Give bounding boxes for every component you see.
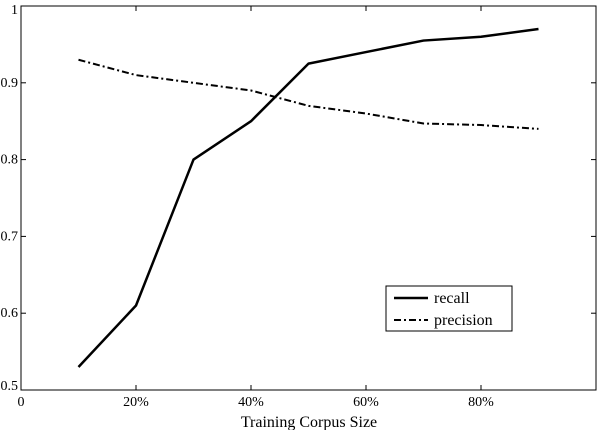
y-tick-label: 0.6 (1, 306, 19, 321)
plot-frame (20, 5, 597, 391)
legend: recall precision (385, 285, 513, 332)
series-line-recall (77, 27, 539, 368)
legend-box (385, 285, 513, 332)
y-tick-label: 0.7 (1, 229, 19, 244)
series-line-precision (78, 58, 539, 130)
series-layer (77, 27, 539, 368)
legend-label-recall: recall (434, 290, 470, 307)
y-tick-label: 0.9 (1, 76, 19, 91)
x-tick-label: 20% (123, 395, 149, 410)
legend-label-precision: precision (434, 312, 493, 329)
x-tick-label: 40% (238, 395, 264, 410)
x-tick-label: 60% (353, 395, 379, 410)
x-tick-label: 80% (468, 395, 494, 410)
y-tick-label: 0.5 (1, 379, 19, 394)
y-tick-label: 1 (11, 3, 18, 18)
x-tick-label: 0 (18, 395, 25, 410)
x-axis-label: Training Corpus Size (241, 414, 377, 430)
y-tick-label: 0.8 (1, 153, 19, 168)
axis-ticks: 0 20% 40% 60% 80% 0.5 0.6 0.7 0.8 0.9 1 (1, 3, 596, 410)
